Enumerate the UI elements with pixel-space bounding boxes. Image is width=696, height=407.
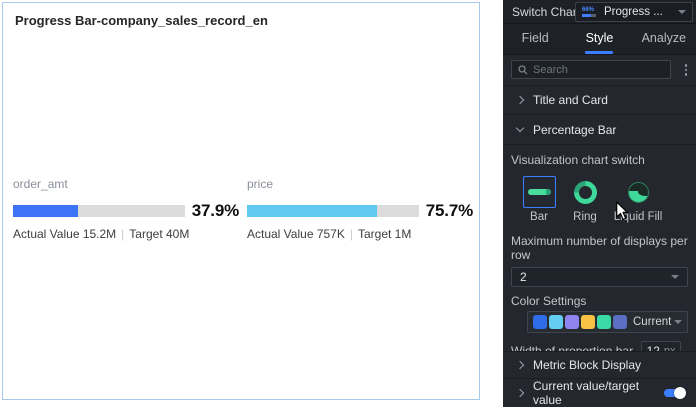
bar-width-row: Width of proportion bar 12 px (511, 341, 688, 351)
section-title-and-card[interactable]: Title and Card (503, 85, 696, 114)
color-swatch (565, 315, 579, 329)
chevron-down-icon (671, 275, 679, 279)
search-icon (518, 64, 528, 74)
progress-bar-mini-icon: 66% (582, 7, 598, 17)
style-settings-panel: Switch Chart 66% Progress ... Field Styl… (503, 0, 696, 407)
color-swatch (533, 315, 547, 329)
color-swatch (581, 315, 595, 329)
metric-detail: Actual Value 15.2M | Target 40M (13, 227, 239, 241)
viz-option-ring[interactable]: Ring (563, 175, 607, 223)
bar-width-input[interactable]: 12 px (641, 341, 682, 351)
metric-price: price 75.7% Actual Value 757K | Target 1M (247, 177, 473, 241)
tab-analyze[interactable]: Analyze (641, 31, 687, 45)
viz-option-liquid-fill[interactable]: Liquid Fill (607, 176, 669, 223)
chevron-down-icon (674, 320, 682, 324)
color-settings-label: Color Settings (511, 294, 587, 308)
switch-chart-button[interactable]: Switch Chart (512, 4, 581, 19)
search-placeholder: Search (533, 63, 568, 76)
metric-label: price (247, 177, 274, 191)
progress-fill-1 (247, 205, 378, 217)
tab-field[interactable]: Field (521, 31, 549, 45)
progress-fill-0 (13, 205, 79, 217)
color-palette-value: Current ... (633, 316, 674, 328)
tab-style[interactable]: Style (567, 24, 631, 54)
chart-title: Progress Bar-company_sales_record_en (15, 13, 268, 28)
color-swatch (597, 315, 611, 329)
current-target-toggle[interactable] (664, 387, 686, 399)
actual-value: Actual Value 15.2M (13, 227, 117, 241)
ring-chart-icon (568, 175, 602, 209)
section-percentage-bar[interactable]: Percentage Bar (503, 114, 696, 144)
viz-chart-switch: Bar Ring Liquid Fill (511, 175, 688, 223)
max-per-row-dropdown[interactable]: 2 (511, 267, 688, 287)
target-value: Target 40M (129, 227, 190, 241)
color-swatch (613, 315, 627, 329)
detail-separator: | (349, 227, 353, 241)
max-per-row-label: Maximum number of displays per row (511, 234, 688, 262)
chevron-right-icon (515, 388, 525, 398)
bar-width-label: Width of proportion bar (511, 343, 634, 352)
section-current-target-value[interactable]: Current value/target value (503, 378, 696, 407)
chevron-right-icon (515, 95, 525, 105)
percentage-bar-settings: Visualization chart switch Bar Ring Liqu… (503, 144, 696, 351)
target-value: Target 1M (357, 227, 412, 241)
progress-bar-chart-card: Progress Bar-company_sales_record_en ord… (2, 2, 480, 400)
viz-option-bar[interactable]: Bar (515, 176, 563, 223)
search-input[interactable]: Search (511, 60, 671, 79)
chevron-down-icon (515, 123, 525, 133)
more-options-icon[interactable] (680, 62, 692, 78)
bar-chart-icon (522, 176, 556, 208)
color-swatch (549, 315, 563, 329)
liquid-fill-chart-icon (627, 181, 649, 203)
chart-type-dropdown[interactable]: 66% Progress ... (575, 2, 693, 22)
panel-tabs: Field Style Analyze (503, 24, 696, 55)
viz-switch-label: Visualization chart switch (511, 153, 645, 167)
search-row: Search (503, 55, 696, 85)
color-palette-dropdown[interactable]: Current ... (527, 311, 688, 333)
progress-track (13, 205, 185, 217)
metric-order-amt: order_amt 37.9% Actual Value 15.2M | Targe… (13, 177, 239, 241)
color-swatches (533, 315, 627, 329)
panel-topbar: Switch Chart 66% Progress ... (503, 0, 696, 24)
actual-value: Actual Value 757K (247, 227, 345, 241)
metric-label: order_amt (13, 177, 68, 191)
percent-value: 75.7% (425, 201, 473, 220)
progress-track (247, 205, 419, 217)
chart-type-value: Progress ... (604, 6, 663, 18)
percent-value: 37.9% (191, 201, 239, 220)
chevron-right-icon (515, 360, 525, 370)
detail-separator: | (121, 227, 125, 241)
chevron-down-icon (678, 10, 686, 14)
metric-detail: Actual Value 757K | Target 1M (247, 227, 473, 241)
section-metric-block-display[interactable]: Metric Block Display (503, 351, 696, 378)
